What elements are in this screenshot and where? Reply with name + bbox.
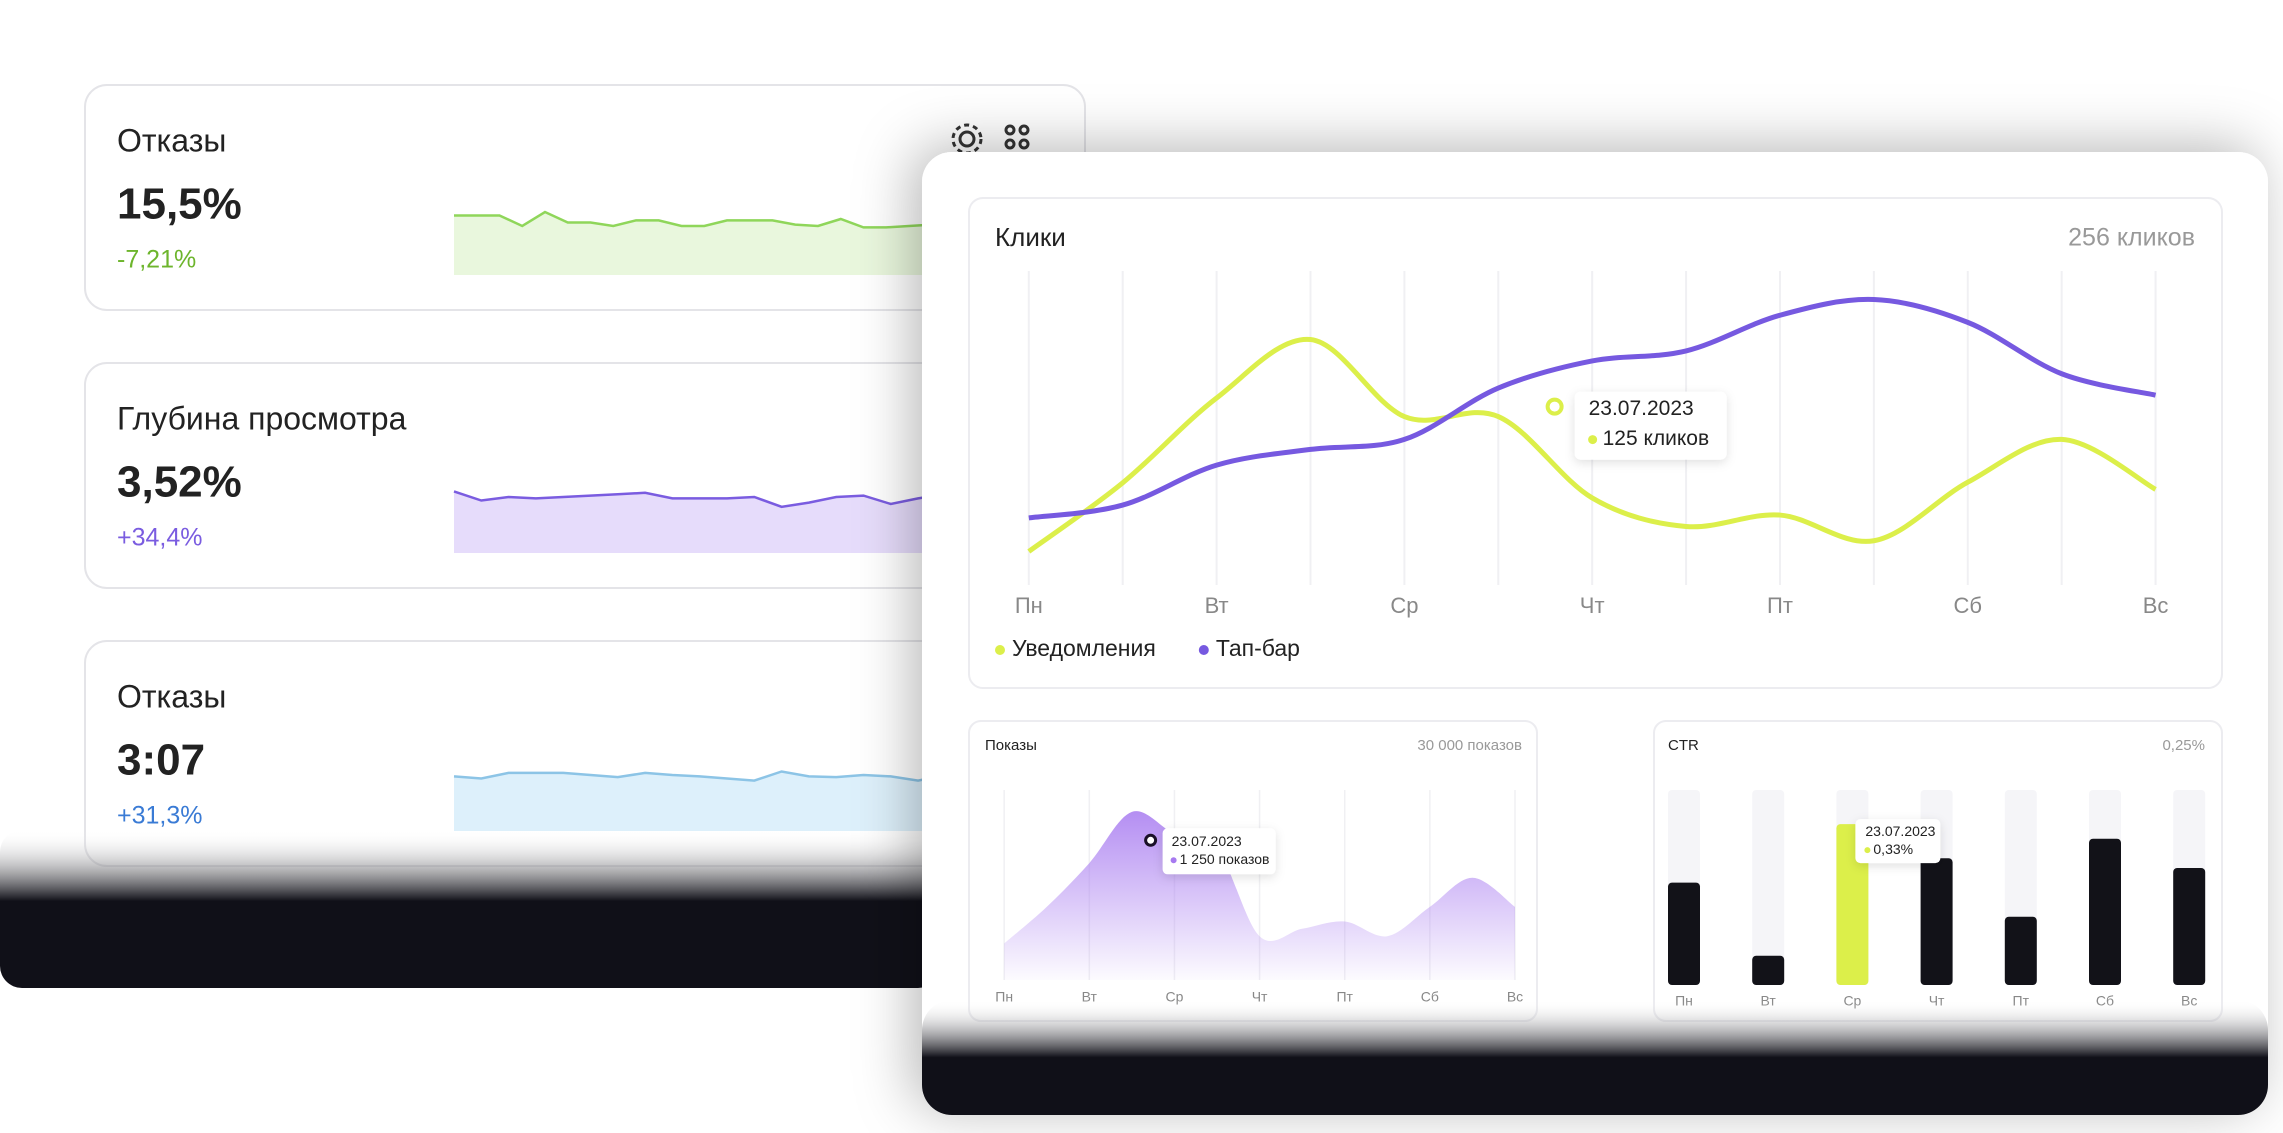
- x-tick-label: Сб: [1954, 593, 1983, 618]
- bar: [2004, 916, 2037, 985]
- chart-total: 256 кликов: [2068, 224, 2195, 252]
- bar: [1752, 955, 1785, 985]
- tooltip-marker: [1144, 833, 1158, 847]
- tooltip-dot: [1170, 857, 1177, 864]
- card-title: Глубина просмотра: [117, 400, 407, 436]
- sparkline: [453, 770, 1001, 782]
- grid-icon[interactable]: [1004, 124, 1030, 150]
- bar: [2089, 838, 2121, 985]
- bar: [1668, 882, 1700, 985]
- series-line: [1027, 337, 2157, 554]
- tooltip-value: 1 250 показов: [1180, 851, 1270, 867]
- x-tick-label: Вс: [2143, 593, 2169, 618]
- tooltip-date: 23.07.2023: [1172, 833, 1242, 849]
- card-change: -7,21%: [117, 246, 196, 274]
- card-title: Отказы: [117, 678, 226, 714]
- chart-total: 30 000 показов: [1417, 737, 1522, 754]
- sparkline-area: [454, 771, 1000, 831]
- x-tick-label: Пт: [1767, 593, 1793, 618]
- bar: [2173, 868, 2206, 985]
- series-line: [1028, 296, 2157, 521]
- tooltip-dot: [1588, 435, 1598, 445]
- bar-track: [1752, 790, 1785, 985]
- chart-title: CTR: [1668, 737, 1699, 754]
- bar: [1836, 824, 1869, 985]
- legend-dot: [1198, 645, 1209, 655]
- tooltip-value: 125 кликов: [1603, 427, 1710, 450]
- chart-title: Клики: [995, 222, 1066, 252]
- left-fade: [0, 830, 940, 988]
- card-change: +31,3%: [117, 802, 203, 830]
- tooltip-date: 23.07.2023: [1589, 397, 1694, 420]
- chart-total: 0,25%: [2162, 737, 2205, 754]
- tooltip-marker: [1545, 397, 1564, 416]
- tooltip: [1162, 828, 1276, 875]
- charts: Клики 256 кликов Пн Вт Ср Чт Пт Сб Вс Уведомления…: [968, 197, 2223, 1022]
- legend-label: Уведомления: [1012, 635, 1156, 661]
- tooltip-dot: [1864, 847, 1871, 854]
- card-value: 3:07: [117, 736, 205, 785]
- sparkline: [453, 490, 1001, 509]
- sparkline: [454, 210, 1001, 229]
- tooltip: [1574, 391, 1727, 460]
- card-title: Отказы: [117, 122, 226, 158]
- card-value: 3,52%: [117, 458, 242, 507]
- chart-title: Показы: [985, 737, 1037, 754]
- toolbar-icons: [951, 123, 1030, 155]
- tooltip-value: 0,33%: [1873, 841, 1913, 857]
- tooltip-date: 23.07.2023: [1865, 823, 1935, 839]
- sparkline-area: [454, 491, 1000, 553]
- legend-label: Тап-бар: [1216, 635, 1300, 661]
- left-panel: Отказы 15,5% -7,21% Глубина просмотра 3,52% +…: [84, 84, 1086, 867]
- area: [1004, 811, 1515, 980]
- tooltip: [1855, 819, 1941, 864]
- legend-dot: [995, 645, 1005, 655]
- bar: [1920, 858, 1953, 985]
- right-fade: [922, 1000, 2268, 1115]
- card-change: +34,4%: [117, 524, 203, 552]
- x-tick-label: Вт: [1205, 593, 1229, 618]
- x-tick-label: Чт: [1580, 593, 1605, 618]
- x-tick-label: Ср: [1390, 593, 1418, 618]
- gear-icon[interactable]: [958, 130, 976, 148]
- card-value: 15,5%: [117, 180, 242, 229]
- x-tick-label: Пн: [1015, 593, 1043, 618]
